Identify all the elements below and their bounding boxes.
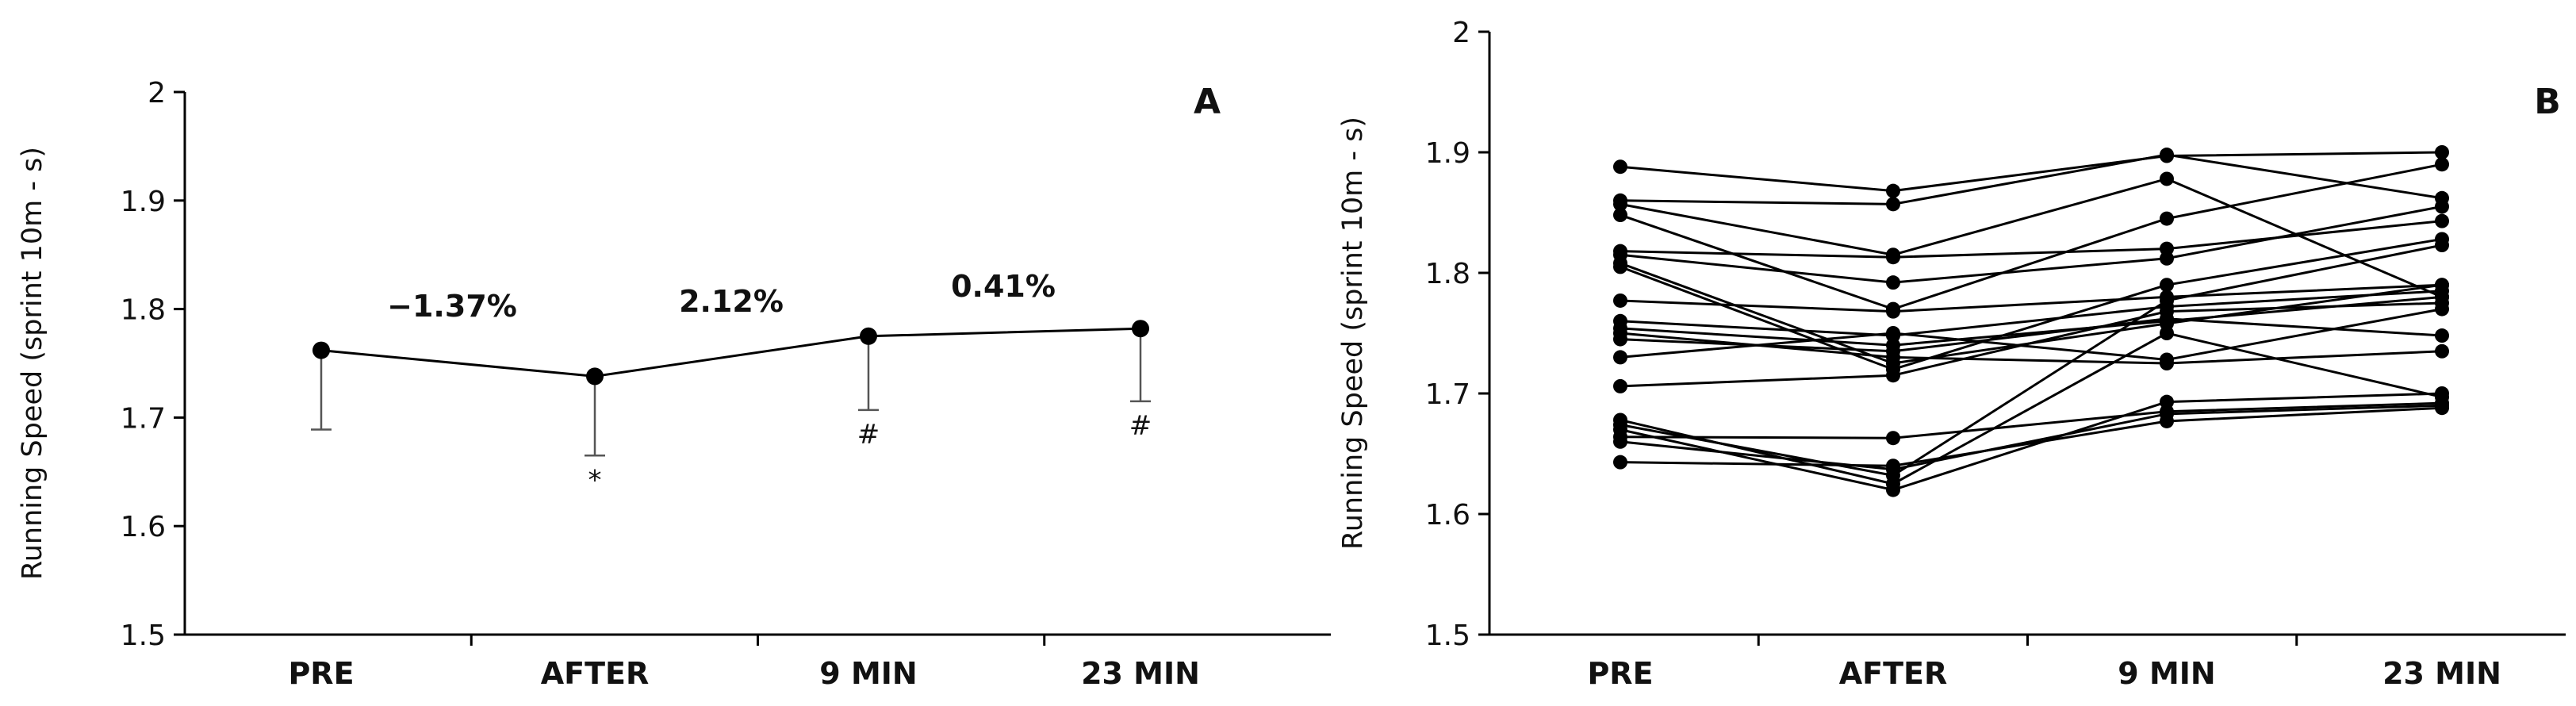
data-point [1613, 208, 1627, 223]
percent-change-label: 2.12% [679, 284, 784, 319]
data-point [2435, 199, 2449, 214]
data-point [2160, 278, 2174, 293]
series-line [1620, 244, 2443, 477]
series-line [1620, 290, 2443, 337]
data-point [1613, 378, 1627, 393]
data-point [2160, 304, 2174, 319]
x-tick-label: 23 MIN [2382, 656, 2501, 691]
x-tick-label: 23 MIN [1081, 656, 1200, 691]
y-tick-label: 1.5 [1425, 620, 1470, 652]
data-point [2160, 413, 2174, 428]
data-point [1886, 183, 1900, 198]
percent-change-label: −1.37% [387, 289, 517, 324]
y-axis-label: Running Speed (sprint 10m - s) [1337, 117, 1369, 550]
data-point [2160, 251, 2174, 266]
data-point [2435, 401, 2449, 416]
data-point [2160, 148, 2174, 163]
data-point [1886, 250, 1900, 265]
y-tick-label: 1.9 [1425, 137, 1470, 170]
data-point [1132, 320, 1149, 338]
data-point [2435, 145, 2449, 159]
series-line [1620, 332, 2443, 365]
y-tick-label: 2 [148, 77, 166, 109]
data-point [586, 367, 604, 386]
series-line [1620, 151, 2443, 193]
data-point [1886, 275, 1900, 290]
data-point [1613, 434, 1627, 449]
series-line [1620, 308, 2443, 361]
data-point [2160, 293, 2174, 308]
data-point [312, 341, 330, 359]
series-line [1620, 301, 2443, 388]
series-line [1620, 237, 2443, 371]
data-point [2435, 213, 2449, 228]
data-point [1886, 197, 1900, 212]
y-tick-label: 1.8 [121, 294, 166, 327]
series-line [320, 327, 1141, 378]
series-line [1620, 406, 2443, 467]
data-point [1613, 259, 1627, 274]
y-tick-label: 1.9 [121, 186, 166, 218]
data-point [1613, 455, 1627, 470]
data-point [2160, 352, 2174, 367]
data-point [1613, 197, 1627, 212]
panel-label: B [2534, 82, 2561, 122]
y-tick-label: 1.8 [1425, 258, 1470, 290]
data-point [1886, 343, 1900, 359]
x-tick-label: AFTER [541, 656, 650, 691]
y-tick-label: 1.7 [1425, 378, 1470, 411]
data-point [1886, 431, 1900, 446]
series-line [1620, 205, 2443, 284]
x-tick-label: 9 MIN [2118, 656, 2215, 691]
series-line [1620, 283, 2443, 313]
data-point [1886, 326, 1900, 340]
significance-marker: # [857, 419, 880, 451]
data-point [2160, 326, 2174, 340]
data-point [1613, 159, 1627, 175]
x-tick-label: 9 MIN [819, 656, 917, 691]
data-point [2160, 211, 2174, 226]
y-axis-label: Running Speed (sprint 10m - s) [17, 147, 48, 580]
series-line [1620, 153, 2443, 205]
y-tick-label: 1.6 [121, 511, 166, 543]
x-tick-label: AFTER [1839, 656, 1948, 691]
series-line [1620, 163, 2443, 311]
data-point [860, 327, 877, 345]
series-line [1620, 295, 2443, 347]
series-line [1620, 392, 2443, 492]
y-tick-label: 1.6 [1425, 499, 1470, 531]
data-point [1613, 332, 1627, 347]
series-line [1620, 220, 2443, 259]
series-line [1620, 332, 2443, 485]
data-point [1886, 304, 1900, 319]
x-tick-label: PRE [288, 656, 354, 691]
x-tick-label: PRE [1587, 656, 1653, 691]
y-tick-label: 1.5 [121, 620, 166, 652]
data-point [1613, 350, 1627, 365]
data-point [2435, 296, 2449, 310]
data-point [2435, 328, 2449, 343]
data-point [2435, 343, 2449, 359]
y-tick-label: 1.7 [121, 402, 166, 435]
data-point [2160, 171, 2174, 186]
data-point [1886, 459, 1900, 474]
chart-panel-b: 1.5 1.6 1.7 1.8 1.9 2 PRE AFTER 9 MIN 23 MIN Runni… [1337, 17, 2566, 691]
chart-panel-a: 1.5 1.6 1.7 1.8 1.9 2 PRE AFTER 9 MIN 23 MIN Runni… [17, 77, 1331, 691]
significance-marker: # [1129, 410, 1152, 442]
data-point [1613, 293, 1627, 308]
y-tick-label: 2 [1452, 17, 1470, 49]
panel-label: A [1194, 82, 1221, 122]
data-point [1886, 482, 1900, 497]
data-point [2435, 238, 2449, 253]
data-point [1886, 368, 1900, 383]
percent-change-label: 0.41% [951, 269, 1056, 304]
series-line [1620, 401, 2443, 439]
series-line [1620, 177, 2443, 298]
significance-marker: * [588, 464, 602, 496]
data-point [2435, 157, 2449, 172]
series-line [1620, 404, 2443, 471]
